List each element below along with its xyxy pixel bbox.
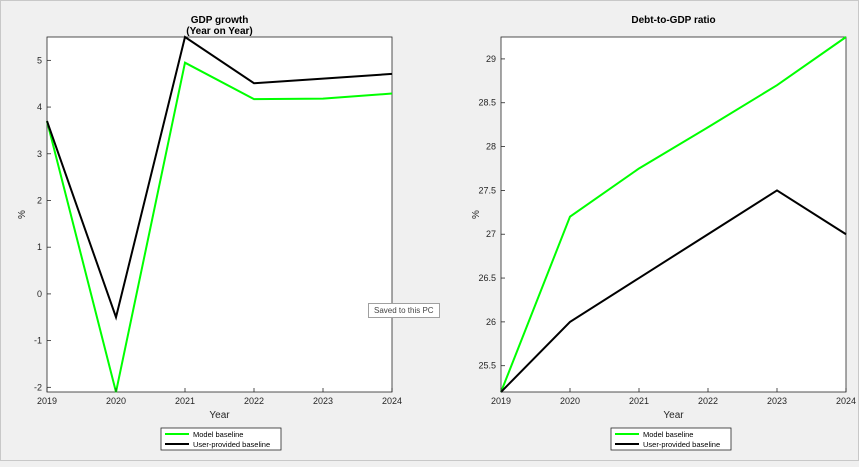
series-line-user-baseline	[46, 35, 393, 321]
x-tick-label: 2024	[836, 396, 856, 406]
x-axis-label: Year	[663, 410, 684, 421]
chart-title: Debt-to-GDP ratio	[631, 15, 715, 26]
legend-label: User-provided baseline	[643, 440, 720, 449]
y-tick-label: 1	[37, 242, 42, 252]
y-tick-label: 29	[486, 54, 496, 64]
y-tick-label: 26.5	[478, 273, 496, 283]
legend-label: Model baseline	[193, 430, 243, 439]
x-tick-label: 2020	[106, 396, 126, 406]
legend-label: Model baseline	[643, 430, 693, 439]
chart-1: 2019 2020 2021 2022 2023 2024 -2 -1 0 1 2 3 4 5 GDP gr…	[17, 15, 402, 451]
y-tick-label: 2	[37, 195, 42, 205]
saved-tooltip: Saved to this PC	[368, 303, 440, 318]
y-tick-label: 27	[486, 229, 496, 239]
x-tick-label: 2024	[382, 396, 402, 406]
y-tick-label: 3	[37, 149, 42, 159]
legend-box	[610, 427, 732, 451]
y-tick-label: 26	[486, 317, 496, 327]
x-tick-label: 2020	[560, 396, 580, 406]
y-axis-label: %	[471, 210, 482, 219]
x-tick-label: 2023	[313, 396, 333, 406]
x-tick-label: 2021	[629, 396, 649, 406]
legend-label: User-provided baseline	[193, 440, 270, 449]
legend-box	[160, 427, 282, 451]
y-tick-label: 4	[37, 102, 42, 112]
chart-subtitle: (Year on Year)	[186, 26, 253, 37]
y-tick-label: 28.5	[478, 98, 496, 108]
y-tick-label: 28	[486, 142, 496, 152]
series-line-model-baseline	[46, 61, 393, 393]
y-tick-label: -1	[34, 336, 42, 346]
x-tick-label: 2019	[491, 396, 511, 406]
x-tick-label: 2022	[244, 396, 264, 406]
x-axis-label: Year	[209, 410, 230, 421]
chart-2: 2019 2020 2021 2022 2023 2024 25.5 26 26.5 27 27.5…	[471, 15, 856, 451]
y-tick-label: 5	[37, 55, 42, 65]
plot-area	[46, 36, 393, 393]
x-tick-label: 2021	[175, 396, 195, 406]
x-tick-label: 2022	[698, 396, 718, 406]
chart-title: GDP growth	[191, 15, 249, 26]
y-tick-label: -2	[34, 382, 42, 392]
y-tick-label: 0	[37, 289, 42, 299]
series-line-model-baseline	[500, 36, 847, 393]
y-axis-label: %	[17, 210, 28, 219]
x-tick-label: 2019	[37, 396, 57, 406]
y-tick-label: 25.5	[478, 361, 496, 371]
x-tick-label: 2023	[767, 396, 787, 406]
series-line-user-baseline	[500, 189, 847, 393]
y-tick-label: 27.5	[478, 185, 496, 195]
